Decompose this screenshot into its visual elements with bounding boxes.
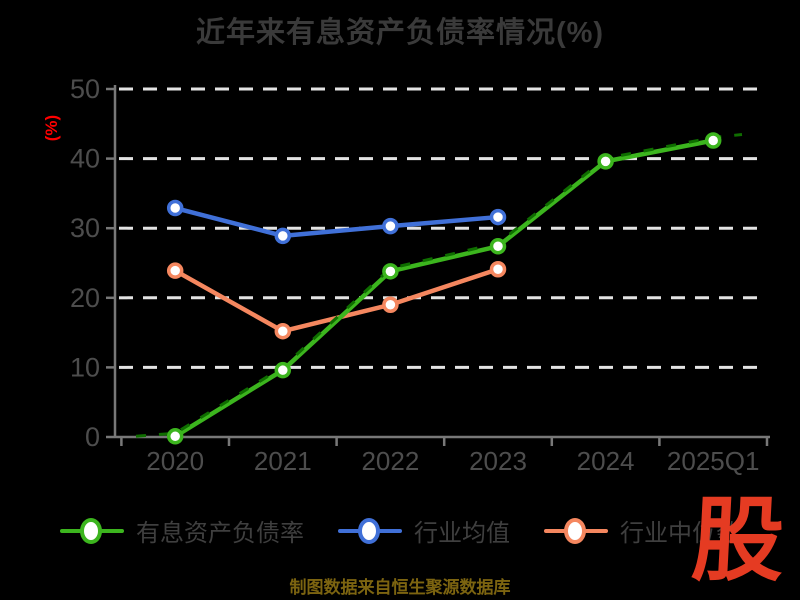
x-tick-label-2021: 2021 (254, 446, 312, 476)
legend-label-company: 有息资产负债率 (136, 520, 304, 547)
legend-item-industry-mean: 行业均值 (338, 513, 510, 548)
marker-s0-2020 (166, 428, 184, 445)
legend-circle-icon (80, 517, 102, 544)
marker-s0-2022 (382, 263, 399, 280)
series-line-0 (172, 138, 716, 439)
y-tick-label-0: 0 (85, 422, 100, 452)
marker-s2-2021 (274, 322, 292, 340)
marker-s2-2020 (166, 262, 184, 279)
x-tick-label-2025Q1: 2025Q1 (667, 446, 760, 476)
series-overlay-dashed-0 (135, 133, 743, 438)
x-tick-label-2024: 2024 (577, 446, 635, 476)
y-tick-label-30: 30 (70, 213, 100, 243)
marker-s0-2023 (489, 238, 507, 255)
data-source-caption: 制图数据来自恒生聚源数据库 (289, 578, 511, 597)
legend-marker-company (60, 516, 124, 546)
legend-label-industry-mean: 行业均值 (414, 520, 510, 547)
y-tick-label-40: 40 (70, 144, 100, 174)
legend: 有息资产负债率 行业均值 行业中位数 (0, 513, 800, 548)
x-tick-label-2023: 2023 (469, 446, 527, 476)
stock-logo-watermark: 股 (689, 490, 787, 592)
chart-title: 近年来有息资产负债率情况(%) (195, 17, 605, 49)
marker-s1-2020 (166, 199, 184, 217)
marker-s1-2022 (382, 217, 399, 235)
legend-circle-icon (358, 517, 380, 544)
y-tick-label-20: 20 (70, 283, 100, 313)
y-tick-label-50: 50 (70, 74, 100, 104)
series-line-1 (172, 205, 501, 239)
marker-s1-2021 (274, 227, 292, 245)
marker-s0-2025Q1 (704, 132, 722, 149)
marker-s0-2021 (274, 361, 292, 379)
legend-marker-industry-median (544, 516, 608, 546)
marker-s2-2023 (489, 261, 507, 278)
legend-circle-icon (564, 517, 586, 544)
marker-s1-2023 (489, 208, 507, 226)
marker-s0-2024 (597, 153, 614, 170)
y-tick-label-10: 10 (70, 352, 100, 382)
legend-label-industry-median: 行业中位数 (620, 520, 740, 547)
x-tick-label-2022: 2022 (361, 446, 419, 476)
x-tick-label-2020: 2020 (146, 446, 204, 476)
y-axis-label: (%) (42, 114, 61, 142)
legend-marker-industry-mean (338, 516, 402, 546)
legend-item-industry-median: 行业中位数 (544, 513, 740, 548)
marker-s2-2022 (382, 296, 399, 314)
legend-item-company: 有息资产负债率 (60, 513, 304, 548)
